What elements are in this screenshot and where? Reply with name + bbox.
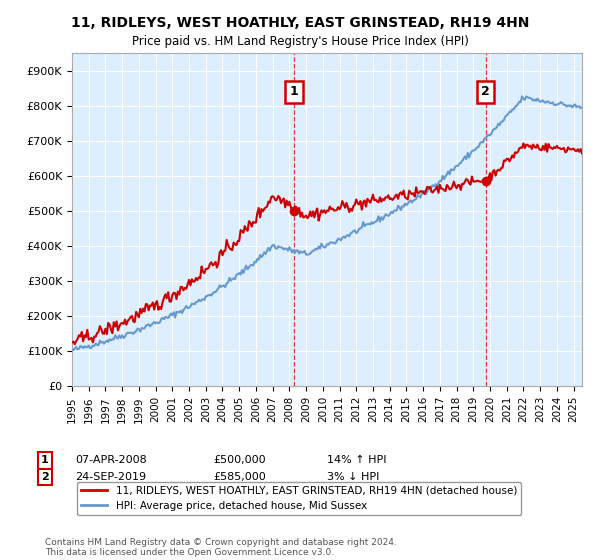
Text: Contains HM Land Registry data © Crown copyright and database right 2024.
This d: Contains HM Land Registry data © Crown c… <box>45 538 397 557</box>
Text: 2: 2 <box>41 472 49 482</box>
Text: £585,000: £585,000 <box>213 472 266 482</box>
Legend: 11, RIDLEYS, WEST HOATHLY, EAST GRINSTEAD, RH19 4HN (detached house), HPI: Avera: 11, RIDLEYS, WEST HOATHLY, EAST GRINSTEA… <box>77 482 521 515</box>
Text: 14% ↑ HPI: 14% ↑ HPI <box>327 455 386 465</box>
Text: 1: 1 <box>290 85 298 99</box>
Text: 1: 1 <box>41 455 49 465</box>
Text: Price paid vs. HM Land Registry's House Price Index (HPI): Price paid vs. HM Land Registry's House … <box>131 35 469 48</box>
Text: 11, RIDLEYS, WEST HOATHLY, EAST GRINSTEAD, RH19 4HN: 11, RIDLEYS, WEST HOATHLY, EAST GRINSTEA… <box>71 16 529 30</box>
Text: 24-SEP-2019: 24-SEP-2019 <box>75 472 146 482</box>
Text: 2: 2 <box>481 85 490 99</box>
Text: 07-APR-2008: 07-APR-2008 <box>75 455 147 465</box>
Text: 3% ↓ HPI: 3% ↓ HPI <box>327 472 379 482</box>
Text: £500,000: £500,000 <box>213 455 266 465</box>
